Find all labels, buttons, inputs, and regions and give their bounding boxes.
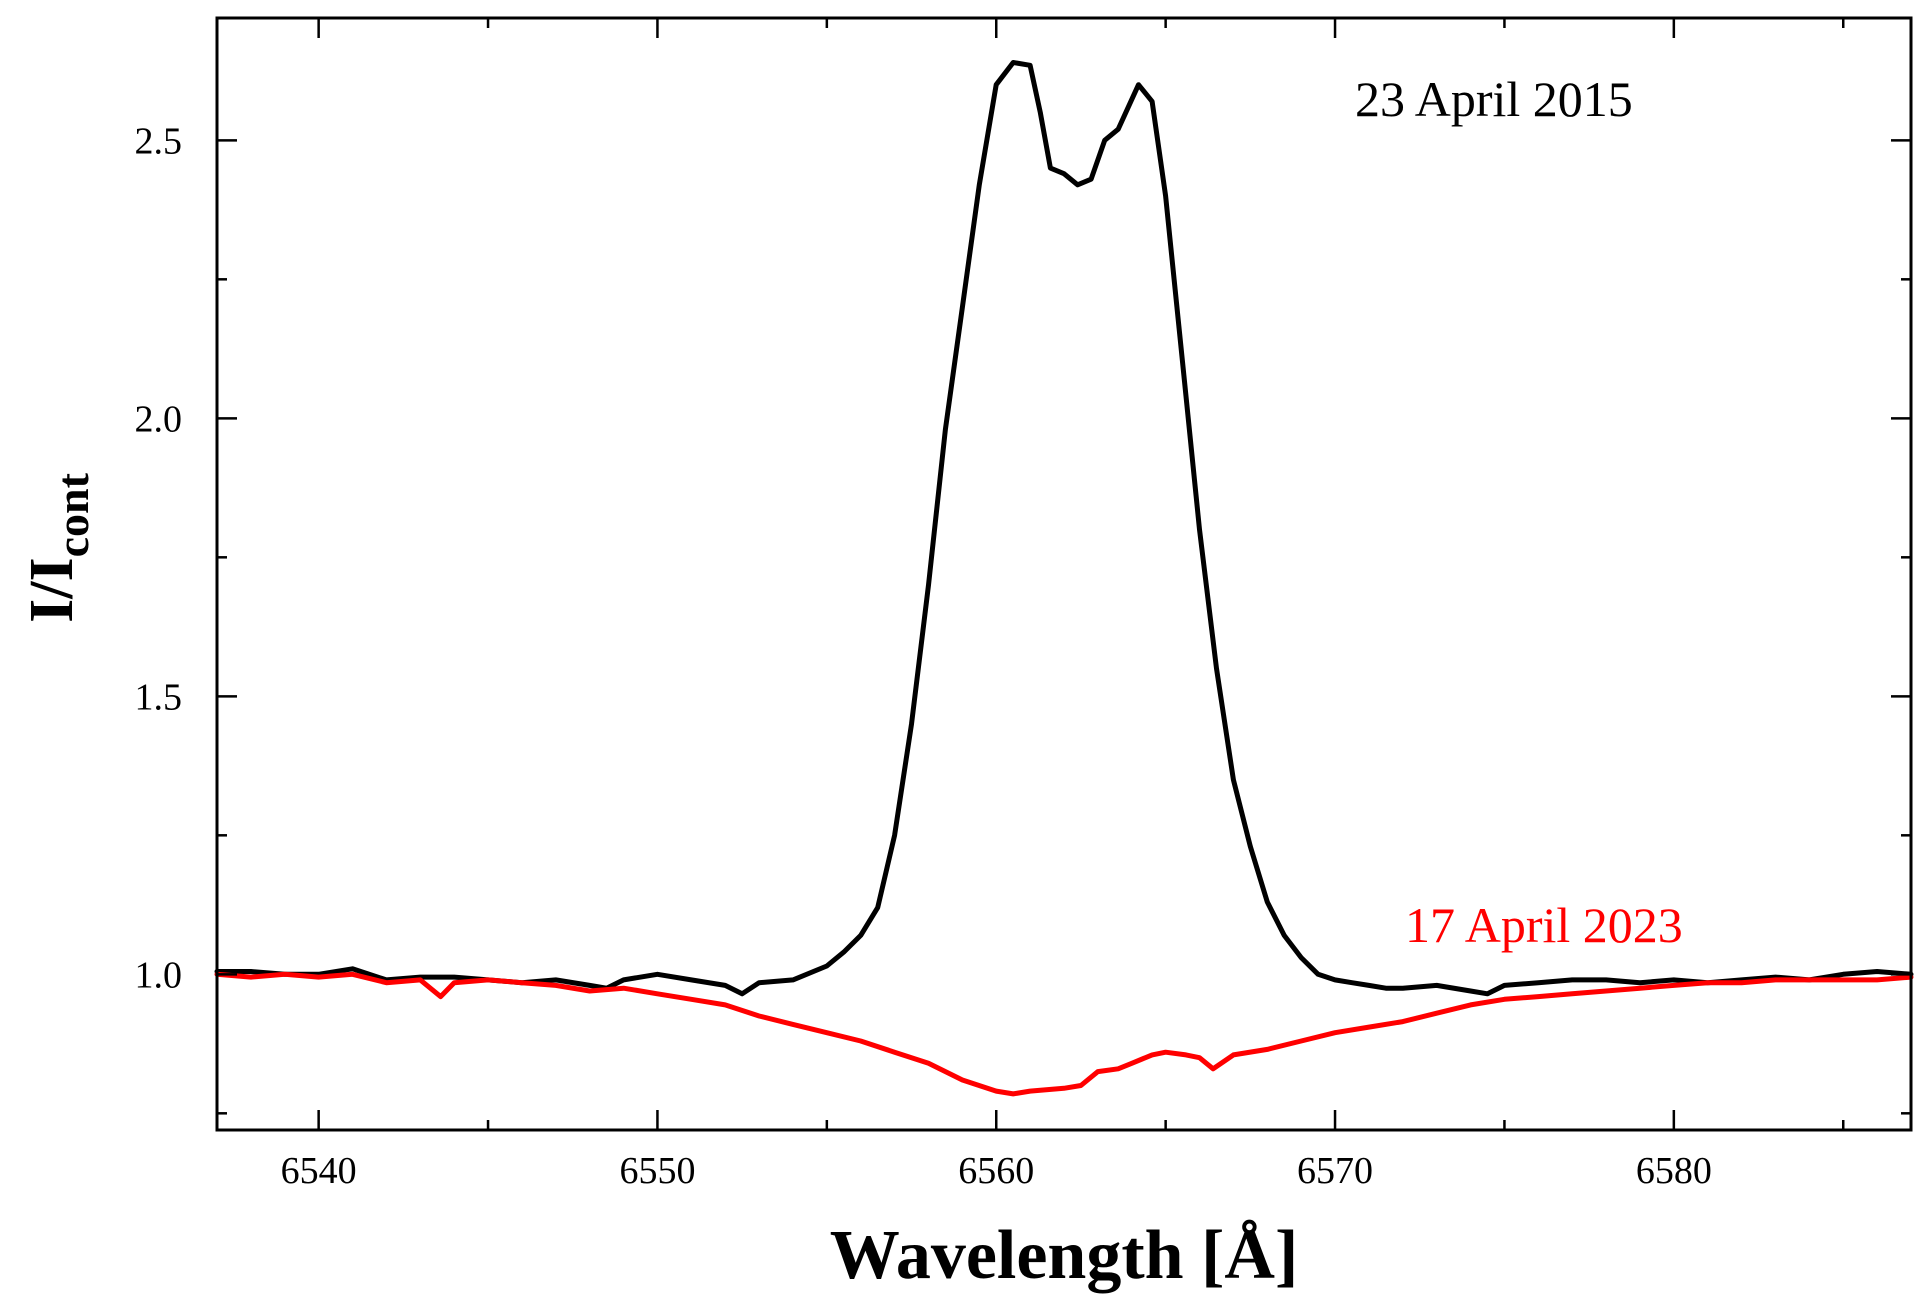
series-line-17-april-2023 [214,971,1914,1097]
y-axis-title: I/Icont [18,472,98,622]
x-axis-title: Wavelength [Å] [830,1217,1299,1294]
plot-frame [215,16,1913,1132]
y-tick-label: 1.0 [135,954,183,996]
x-tick-label: 6540 [281,1150,357,1192]
y-tick-label: 2.0 [135,398,183,440]
y-axis-title-main: I/I [18,557,86,622]
svg-text:I/Icont: I/Icont [18,472,98,622]
annotation-2023: 17 April 2023 [1405,897,1683,953]
y-axis-title-sub: cont [47,472,98,557]
tick-layer: 6540 6550 6560 6570 6580 1.0 1.5 2.0 2.5 [135,18,1911,1192]
x-tick-label: 6560 [958,1150,1034,1192]
x-tick-label: 6580 [1636,1150,1712,1192]
y-tick-label: 2.5 [135,120,183,162]
x-tick-label: 6570 [1297,1150,1373,1192]
annotation-2015: 23 April 2015 [1355,71,1633,127]
y-tick-label: 1.5 [135,676,183,718]
series-layer [214,60,1914,1097]
x-tick-label: 6550 [619,1150,695,1192]
